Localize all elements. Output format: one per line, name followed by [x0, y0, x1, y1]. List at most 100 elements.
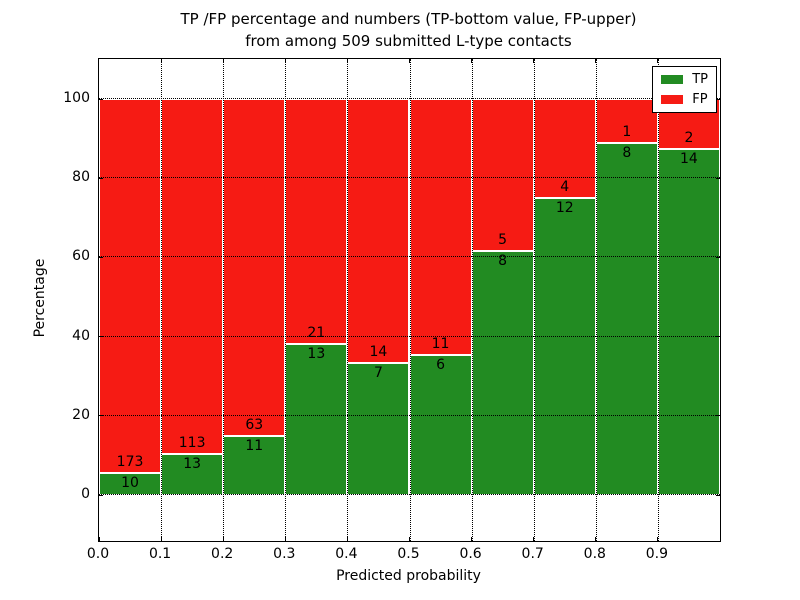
x-tick-bottom [471, 537, 473, 541]
fp-value-label: 11 [431, 336, 450, 353]
x-tick-label: 0.9 [645, 546, 669, 562]
fp-value-label: 5 [498, 232, 508, 249]
legend-label-tp: TP [692, 72, 708, 87]
x-tick-bottom [657, 537, 659, 541]
fp-value-label: 2 [684, 129, 694, 146]
x-tick-top [409, 59, 410, 63]
x-tick-top [471, 59, 473, 63]
y-tick-left [99, 336, 103, 338]
chart-title-line1: TP /FP percentage and numbers (TP-bottom… [180, 10, 637, 28]
vertical-gridline [409, 59, 411, 541]
y-tick-right [716, 256, 720, 258]
chart-title-line2: from among 509 submitted L-type contacts [245, 32, 572, 50]
x-tick-label: 0.4 [335, 546, 358, 562]
x-tick-top [160, 59, 162, 63]
chart-title: TP /FP percentage and numbers (TP-bottom… [98, 8, 719, 52]
x-axis-label: Predicted probability [336, 568, 481, 584]
legend-swatch-fp [661, 95, 684, 104]
tp-bar-segment [533, 198, 596, 496]
fp-bar-segment [471, 99, 534, 252]
x-tick-label: 0.7 [521, 546, 544, 562]
x-tick-top [595, 59, 597, 63]
legend-item-tp: TP [661, 73, 708, 86]
y-tick-left [99, 415, 103, 417]
y-tick-left [99, 494, 103, 496]
fp-bar-segment [99, 99, 162, 474]
vertical-gridline [285, 59, 287, 541]
tp-value-label: 6 [436, 357, 445, 374]
tp-value-label: 10 [121, 475, 139, 492]
fp-bar-segment [223, 99, 286, 437]
y-tick-label: 20 [72, 406, 90, 423]
vertical-gridline [347, 59, 349, 541]
tp-value-label: 7 [373, 365, 383, 382]
tp-value-label: 13 [183, 456, 202, 473]
x-tick-label: 0.5 [397, 546, 420, 562]
tp-value-label: 13 [307, 345, 326, 362]
tp-value-label: 11 [245, 438, 264, 455]
fp-bar-segment [285, 99, 348, 344]
tp-bar-segment [657, 148, 720, 496]
tp-bar-segment [347, 363, 410, 496]
tp-value-label: 12 [555, 200, 574, 217]
x-tick-top [346, 59, 348, 63]
y-tick-left [99, 177, 103, 179]
x-tick-bottom [409, 537, 410, 541]
tp-bar-segment [409, 355, 472, 496]
tp-value-label: 8 [622, 145, 632, 162]
y-tick-label: 0 [81, 486, 90, 503]
x-tick-top [657, 59, 659, 63]
fp-bar-segment [347, 99, 410, 364]
y-tick-label: 40 [72, 327, 90, 344]
fp-bar-segment [409, 99, 472, 356]
x-tick-label: 0.1 [148, 546, 172, 562]
legend-item-fp: FP [661, 93, 708, 106]
legend-label-fp: FP [692, 92, 708, 107]
x-tick-top [533, 59, 535, 63]
y-tick-right [716, 98, 720, 100]
tp-bar-segment [285, 343, 348, 496]
tp-bar-segment [161, 454, 224, 496]
tp-value-label: 8 [498, 253, 508, 270]
y-tick-label: 100 [63, 90, 90, 106]
x-tick-label: 0.0 [86, 546, 110, 562]
vertical-gridline [657, 59, 659, 541]
y-tick-label: 80 [72, 169, 90, 186]
y-tick-right [716, 177, 720, 179]
fp-bar-segment [161, 99, 224, 455]
y-tick-right [716, 336, 720, 338]
fp-value-label: 173 [116, 454, 144, 471]
vertical-gridline [471, 59, 473, 541]
x-tick-bottom [98, 537, 100, 541]
vertical-gridline [161, 59, 163, 541]
fp-value-label: 14 [369, 344, 388, 361]
x-tick-bottom [284, 537, 286, 541]
fp-value-label: 21 [307, 324, 326, 341]
vertical-gridline [223, 59, 225, 541]
x-tick-label: 0.2 [211, 546, 234, 562]
x-tick-top [222, 59, 224, 63]
legend: TP FP [652, 66, 717, 113]
x-tick-label: 0.8 [583, 546, 606, 562]
plot-area: TP FP 10 173 13 113 11 63 13 21 7 14 6 11 8 5 12 4 8 1 14 2 [98, 58, 721, 542]
tp-value-label: 14 [680, 150, 698, 167]
fp-bar-segment [533, 99, 596, 199]
x-tick-label: 0.6 [459, 546, 482, 562]
x-tick-bottom [346, 537, 348, 541]
x-tick-label: 0.3 [273, 546, 296, 562]
legend-swatch-tp [661, 75, 684, 84]
vertical-gridline [533, 59, 535, 541]
fp-value-label: 63 [245, 417, 264, 434]
vertical-gridline [595, 59, 597, 541]
y-tick-left [99, 98, 103, 100]
y-tick-label: 60 [72, 248, 90, 265]
x-tick-bottom [533, 537, 535, 541]
y-tick-right [716, 494, 720, 496]
y-tick-right [716, 415, 720, 417]
x-tick-bottom [160, 537, 162, 541]
tp-bar-segment [595, 143, 658, 496]
fp-value-label: 4 [560, 179, 570, 196]
fp-value-label: 113 [178, 435, 206, 452]
y-tick-left [99, 256, 103, 258]
